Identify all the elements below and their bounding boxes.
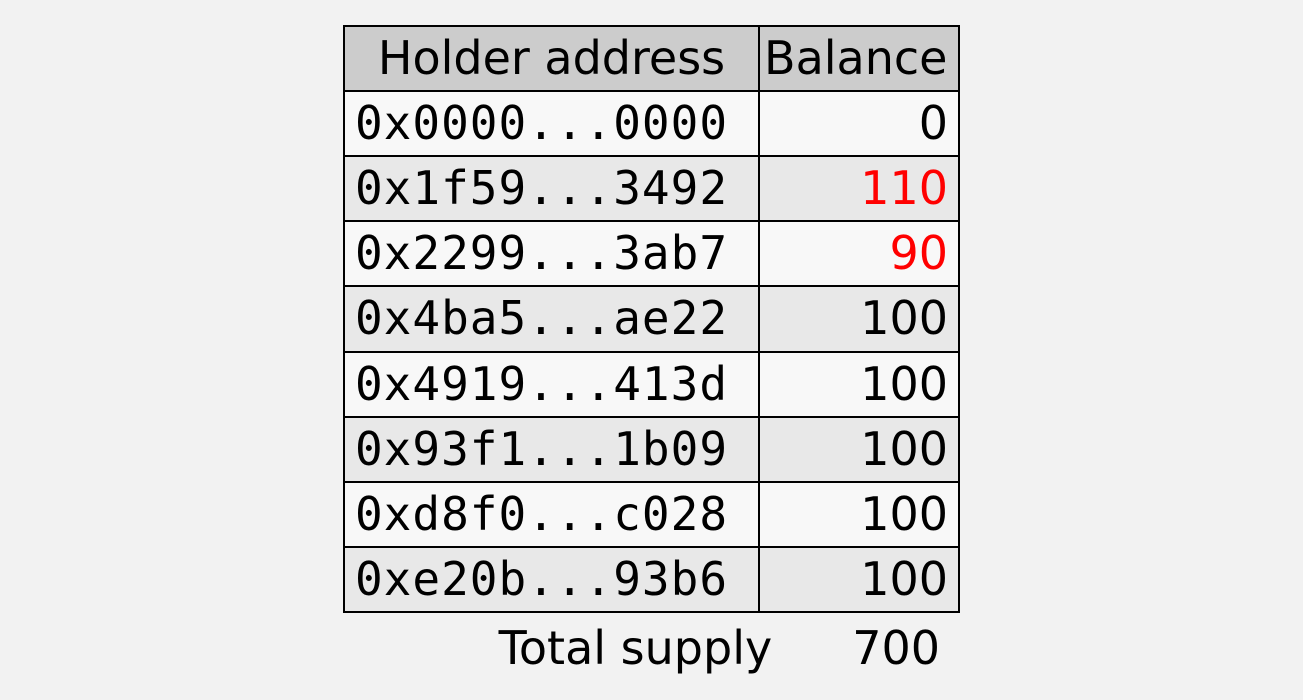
address-cell: 0x4ba5...ae22 bbox=[344, 286, 759, 351]
table-row: 0x0000...0000 0 bbox=[344, 91, 959, 156]
table-row: 0x2299...3ab7 90 bbox=[344, 221, 959, 286]
total-supply-label: Total supply bbox=[499, 621, 773, 675]
balances-table: Holder address Balance 0x0000...0000 0 0… bbox=[343, 25, 960, 614]
balance-cell: 100 bbox=[759, 286, 959, 351]
header-address: Holder address bbox=[344, 26, 759, 91]
table-row: 0x93f1...1b09 100 bbox=[344, 417, 959, 482]
table-row: 0xd8f0...c028 100 bbox=[344, 482, 959, 547]
balances-table-container: Holder address Balance 0x0000...0000 0 0… bbox=[343, 25, 960, 676]
header-balance: Balance bbox=[759, 26, 959, 91]
address-cell: 0x0000...0000 bbox=[344, 91, 759, 156]
balance-cell: 110 bbox=[759, 156, 959, 221]
table-row: 0x1f59...3492 110 bbox=[344, 156, 959, 221]
address-cell: 0xe20b...93b6 bbox=[344, 547, 759, 612]
balance-cell: 100 bbox=[759, 547, 959, 612]
table-header-row: Holder address Balance bbox=[344, 26, 959, 91]
address-cell: 0x93f1...1b09 bbox=[344, 417, 759, 482]
address-cell: 0x2299...3ab7 bbox=[344, 221, 759, 286]
footer-row: Total supply 700 bbox=[343, 621, 960, 675]
total-supply-value: 700 bbox=[852, 621, 940, 675]
balance-cell: 90 bbox=[759, 221, 959, 286]
table-row: 0x4ba5...ae22 100 bbox=[344, 286, 959, 351]
balance-cell: 100 bbox=[759, 352, 959, 417]
balance-cell: 100 bbox=[759, 417, 959, 482]
address-cell: 0x4919...413d bbox=[344, 352, 759, 417]
table-row: 0xe20b...93b6 100 bbox=[344, 547, 959, 612]
address-cell: 0x1f59...3492 bbox=[344, 156, 759, 221]
balance-cell: 0 bbox=[759, 91, 959, 156]
table-body: 0x0000...0000 0 0x1f59...3492 110 0x2299… bbox=[344, 91, 959, 613]
table-row: 0x4919...413d 100 bbox=[344, 352, 959, 417]
balance-cell: 100 bbox=[759, 482, 959, 547]
address-cell: 0xd8f0...c028 bbox=[344, 482, 759, 547]
